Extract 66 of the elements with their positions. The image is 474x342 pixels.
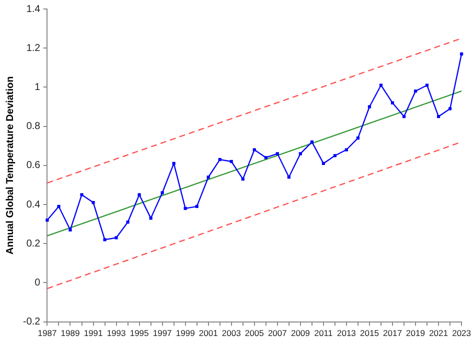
- x-tick-label: 2007: [268, 328, 288, 338]
- x-tick-label: 2019: [406, 328, 426, 338]
- x-tick-label: 2021: [429, 328, 448, 338]
- point: [448, 107, 452, 110]
- point: [298, 152, 302, 156]
- y-tick-label: 0.2: [26, 238, 41, 250]
- point: [103, 238, 106, 242]
- point: [356, 136, 360, 140]
- x-tick-label: 2015: [360, 328, 380, 338]
- point: [68, 228, 72, 232]
- x-tick-label: 2003: [222, 328, 242, 338]
- point: [92, 200, 95, 204]
- y-tick-label: -0.2: [22, 316, 41, 328]
- point: [379, 84, 383, 87]
- x-tick-label: 1997: [152, 328, 172, 338]
- point: [368, 105, 372, 108]
- y-tick-label: 1.4: [26, 4, 41, 15]
- x-tick-label: 2005: [244, 328, 264, 338]
- x-tick-label: 1993: [106, 328, 126, 338]
- point: [287, 176, 290, 179]
- x-tick-label: 2017: [383, 328, 402, 338]
- point: [402, 114, 406, 118]
- y-axis-title: Annual Global Temperature Deviation: [4, 76, 16, 254]
- x-tick-label: 2023: [452, 328, 472, 338]
- point: [425, 84, 429, 87]
- x-tick-label: 2001: [198, 328, 218, 338]
- point: [80, 193, 84, 196]
- point: [138, 193, 141, 196]
- x-tick-label: 1987: [38, 328, 57, 338]
- point: [390, 101, 394, 104]
- point: [252, 148, 256, 152]
- x-tick-label: 1995: [130, 328, 150, 338]
- point: [46, 218, 49, 222]
- y-tick-label: 0: [34, 277, 41, 288]
- point: [436, 114, 440, 118]
- point: [57, 204, 60, 208]
- point: [206, 176, 210, 179]
- point: [184, 206, 187, 210]
- y-tick-label: 0.6: [26, 160, 41, 172]
- y-tick-label: 1: [34, 82, 41, 93]
- point: [149, 216, 152, 220]
- point: [344, 148, 348, 152]
- point: [276, 152, 279, 156]
- point: [264, 156, 268, 160]
- point: [218, 158, 222, 162]
- point: [460, 52, 464, 56]
- y-tick-label: 0.4: [26, 199, 41, 210]
- x-tick-label: 1991: [84, 328, 103, 338]
- point: [230, 160, 233, 164]
- x-tick-label: 2011: [314, 328, 333, 338]
- point: [241, 178, 244, 181]
- point: [126, 220, 130, 224]
- x-tick-label: 2009: [290, 328, 310, 338]
- y-tick-label: 0.8: [26, 121, 41, 132]
- point: [333, 154, 337, 158]
- point: [195, 204, 198, 208]
- point: [172, 162, 176, 165]
- point: [114, 236, 118, 240]
- y-tick-label: 1.2: [26, 42, 41, 54]
- point: [322, 162, 325, 165]
- point: [310, 140, 314, 144]
- x-tick-label: 2013: [336, 328, 356, 338]
- point: [414, 90, 418, 93]
- x-tick-label: 1999: [176, 328, 196, 338]
- point: [160, 191, 164, 194]
- x-tick-label: 1989: [60, 328, 80, 338]
